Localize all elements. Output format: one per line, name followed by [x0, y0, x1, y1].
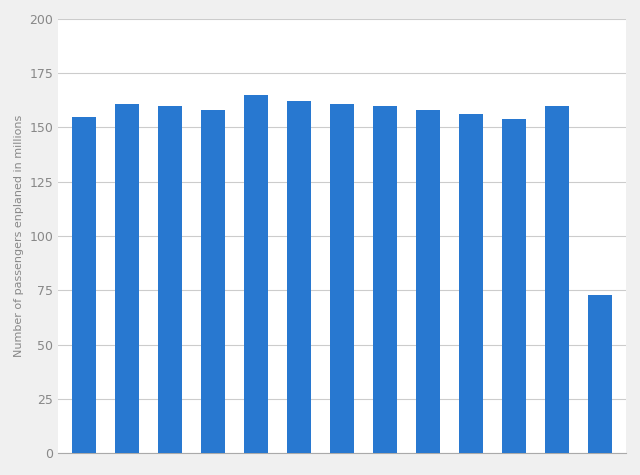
Bar [460, 114, 483, 453]
Bar [373, 106, 397, 453]
Bar [158, 106, 182, 453]
Bar [588, 294, 612, 453]
Bar [115, 104, 139, 453]
Bar [545, 106, 569, 453]
Bar [330, 104, 354, 453]
Bar [417, 110, 440, 453]
Bar [72, 116, 96, 453]
Bar [502, 119, 526, 453]
Bar [287, 101, 311, 453]
Bar [201, 110, 225, 453]
Y-axis label: Number of passengers enplaned in millions: Number of passengers enplaned in million… [14, 115, 24, 357]
Bar [244, 95, 268, 453]
